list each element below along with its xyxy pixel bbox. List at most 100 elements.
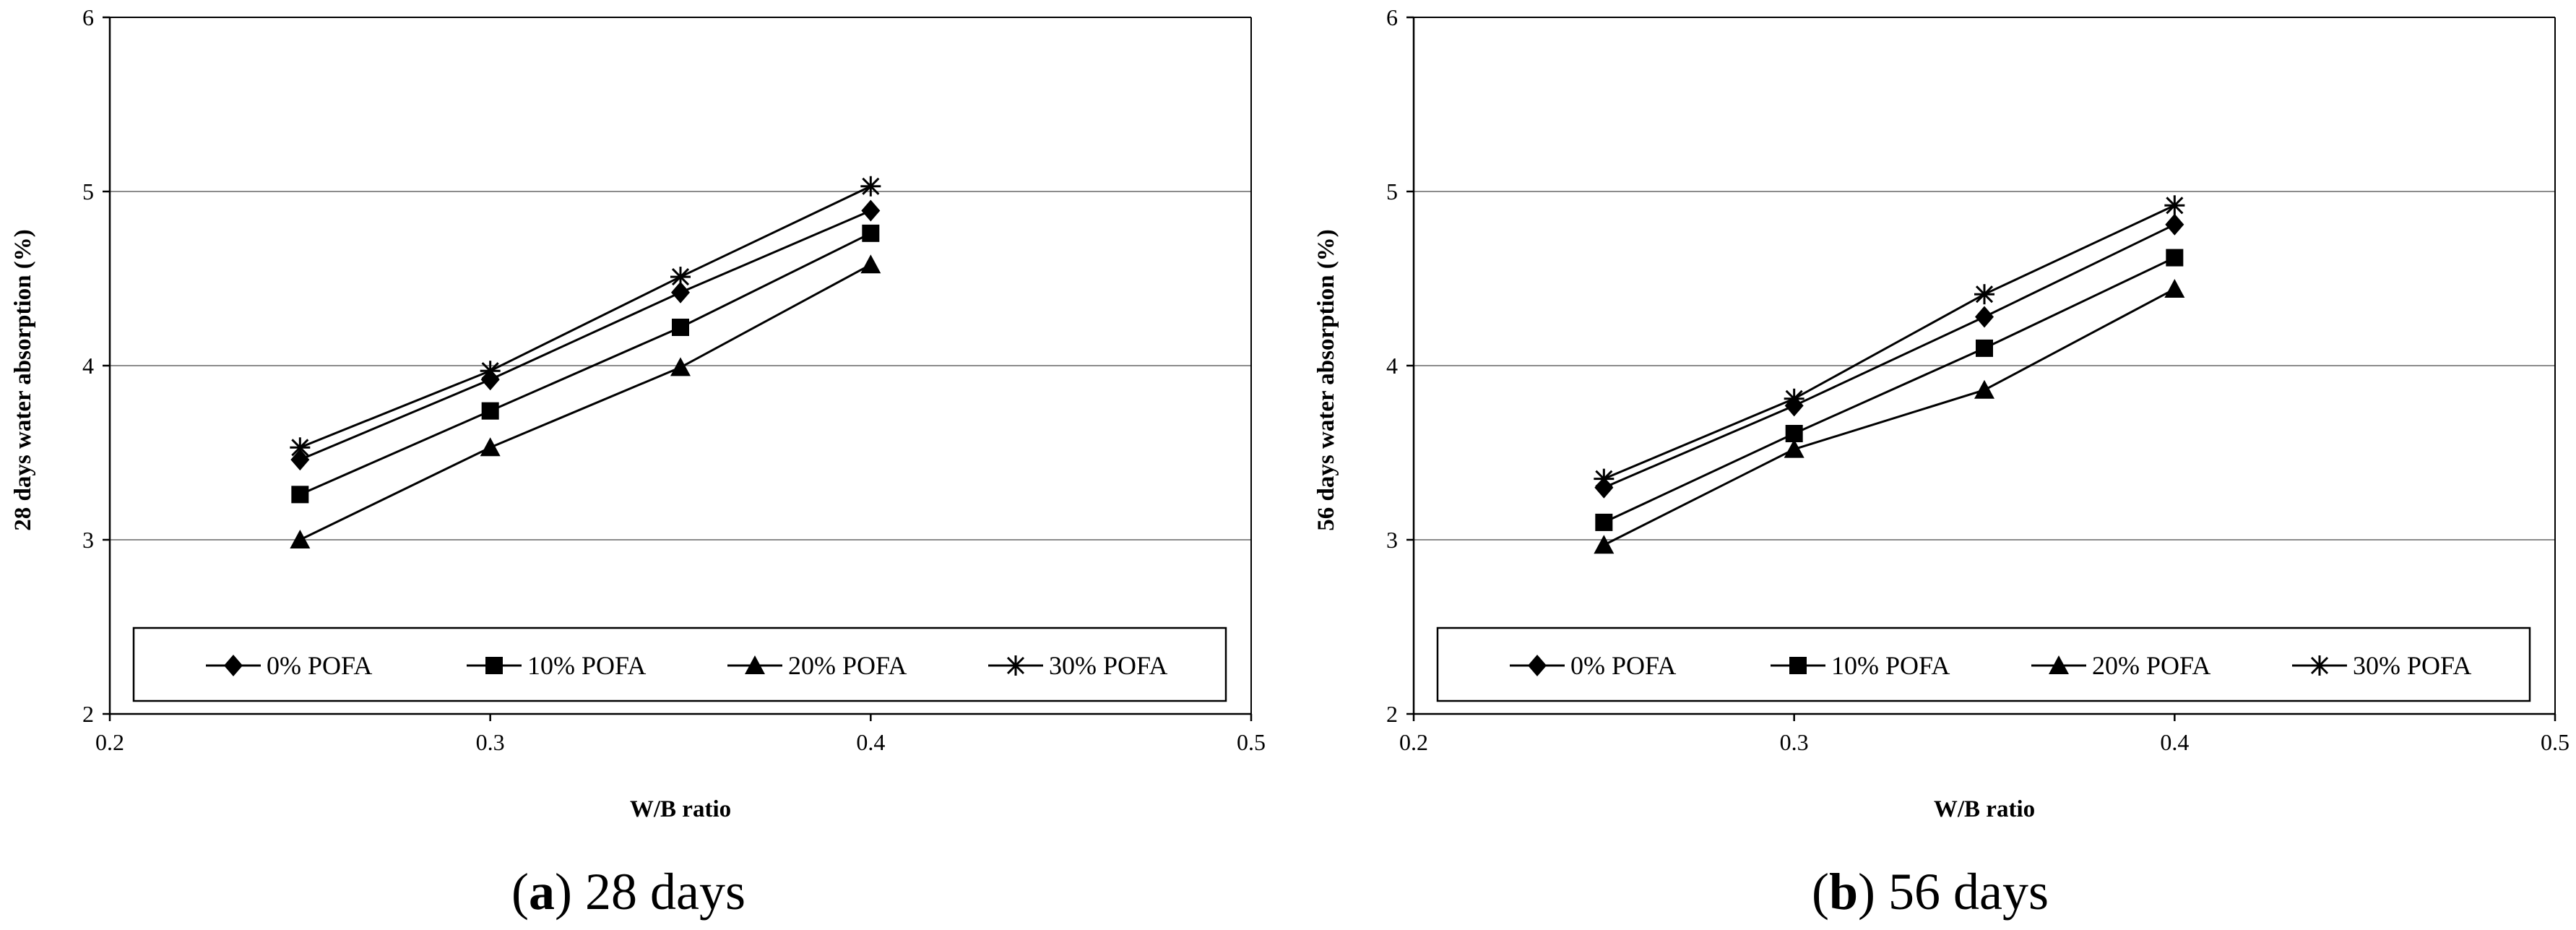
y-axis-title: 28 days water absorption (%) <box>10 229 36 530</box>
data-point-square <box>862 224 880 242</box>
legend-label: 10% POFA <box>527 651 646 680</box>
caption-letter: a <box>529 863 555 921</box>
data-point-diamond <box>2165 213 2184 236</box>
data-point-diamond <box>1975 306 1994 328</box>
data-point-triangle <box>1594 535 1615 554</box>
caption-text: 28 days <box>585 863 745 921</box>
asterisk-stroke <box>1595 470 1613 488</box>
data-point-asterisk <box>860 176 881 197</box>
data-point-triangle <box>670 357 691 376</box>
legend-label: 0% POFA <box>267 651 372 680</box>
y-tick-label: 5 <box>82 178 94 204</box>
legend-label: 30% POFA <box>2353 651 2471 680</box>
legend-item-20pct-pofa: 20% POFA <box>2031 651 2210 680</box>
data-point-triangle <box>860 254 881 274</box>
y-tick-label: 4 <box>82 353 94 379</box>
series-0pct-pofa <box>290 199 881 471</box>
legend-label: 20% POFA <box>788 651 907 680</box>
legend-box <box>1436 627 2531 702</box>
series-line <box>299 185 871 449</box>
asterisk-stroke <box>862 177 880 195</box>
chart-panel-56-days: 2 3 4 5 6 0.2 0.3 0.4 0.5 W/B ratio 56 days water … <box>1313 4 2569 921</box>
data-point-square <box>2166 249 2184 267</box>
data-point-triangle <box>480 437 501 457</box>
legend-marker-square <box>485 657 503 674</box>
caption-letter: b <box>1829 863 1858 921</box>
legend-label: 20% POFA <box>2092 651 2210 680</box>
x-tick-label: 0.3 <box>1780 729 1809 755</box>
legend-marker-asterisk <box>2309 655 2330 676</box>
data-point-square <box>1595 513 1613 531</box>
data-point-triangle <box>1784 439 1805 458</box>
asterisk-stroke <box>291 439 309 457</box>
legend-box <box>132 627 1227 702</box>
legend-label: 30% POFA <box>1049 651 1167 680</box>
legend-marker-triangle <box>745 655 765 674</box>
series-line <box>299 210 871 461</box>
data-point-asterisk <box>290 437 311 458</box>
y-tick-label: 3 <box>82 527 94 553</box>
y-tick-label: 3 <box>1386 527 1398 553</box>
x-tick-label: 0.5 <box>2541 729 2569 755</box>
x-axis-title: W/B ratio <box>630 796 731 822</box>
legend: 0% POFA 10% POFA 20% POFA 30% POFA <box>1436 627 2531 702</box>
asterisk-stroke <box>2310 656 2329 675</box>
series-30pct-pofa <box>1594 195 2185 489</box>
caption: (a) 28 days <box>511 863 745 921</box>
series-line <box>1603 204 2175 481</box>
caption: (b) 56 days <box>1812 863 2049 921</box>
legend-item-30pct-pofa: 30% POFA <box>2292 651 2471 680</box>
series-line <box>299 263 872 541</box>
data-point-asterisk <box>1594 468 1615 489</box>
x-tick-label: 0.2 <box>1399 729 1428 755</box>
data-point-asterisk <box>1974 284 1994 305</box>
legend-item-20pct-pofa: 20% POFA <box>727 651 907 680</box>
data-point-asterisk <box>2164 195 2185 216</box>
data-point-diamond <box>671 281 690 303</box>
data-point-asterisk <box>480 361 501 382</box>
x-axis-title: W/B ratio <box>1934 796 2035 822</box>
caption-paren-close: ) <box>555 863 585 921</box>
asterisk-stroke <box>1006 656 1025 675</box>
y-tick-label: 2 <box>1386 701 1398 727</box>
x-tick-label: 0.3 <box>476 729 505 755</box>
legend-label: 0% POFA <box>1570 651 1676 680</box>
series-line <box>299 232 871 496</box>
asterisk-stroke <box>1785 389 1803 408</box>
caption-paren-close: ) <box>1858 863 1888 921</box>
chart-panel-28-days: 2 3 4 5 6 0.2 0.3 0.4 0.5 W/B ratio 28 days water … <box>10 4 1266 921</box>
legend-marker-diamond <box>1528 655 1547 676</box>
legend-marker-asterisk <box>1006 655 1026 676</box>
caption-text: 56 days <box>1888 863 2049 921</box>
asterisk-stroke <box>671 268 690 286</box>
y-axis-title: 56 days water absorption (%) <box>1313 229 1339 530</box>
legend: 0% POFA 10% POFA 20% POFA 30% POFA <box>132 627 1227 702</box>
series-30pct-pofa <box>290 176 881 458</box>
legend-marker-triangle <box>2049 655 2069 674</box>
series-10pct-pofa <box>1595 249 2184 531</box>
legend-item-0pct-pofa: 0% POFA <box>1510 651 1676 680</box>
legend-item-0pct-pofa: 0% POFA <box>206 651 372 680</box>
data-point-triangle <box>2164 278 2185 298</box>
y-tick-label: 5 <box>1386 178 1398 204</box>
asterisk-stroke <box>481 362 499 380</box>
data-point-diamond <box>861 199 881 222</box>
series-line <box>1603 223 2175 489</box>
data-point-square <box>481 402 499 420</box>
caption-paren-open: ( <box>1812 863 1829 921</box>
data-point-triangle <box>290 530 311 548</box>
y-tick-label: 2 <box>82 701 94 727</box>
data-point-square <box>1976 339 1993 357</box>
y-tick-label: 6 <box>82 4 94 30</box>
x-tick-label: 0.5 <box>1237 729 1266 755</box>
series-10pct-pofa <box>291 224 880 504</box>
legend-marker-square <box>1789 657 1807 674</box>
legend-item-10pct-pofa: 10% POFA <box>467 651 646 680</box>
data-point-square <box>291 486 309 504</box>
data-point-diamond <box>290 449 310 471</box>
x-tick-label: 0.2 <box>95 729 124 755</box>
asterisk-stroke <box>2166 197 2184 215</box>
series-20pct-pofa <box>290 254 881 548</box>
legend-item-10pct-pofa: 10% POFA <box>1771 651 1950 680</box>
